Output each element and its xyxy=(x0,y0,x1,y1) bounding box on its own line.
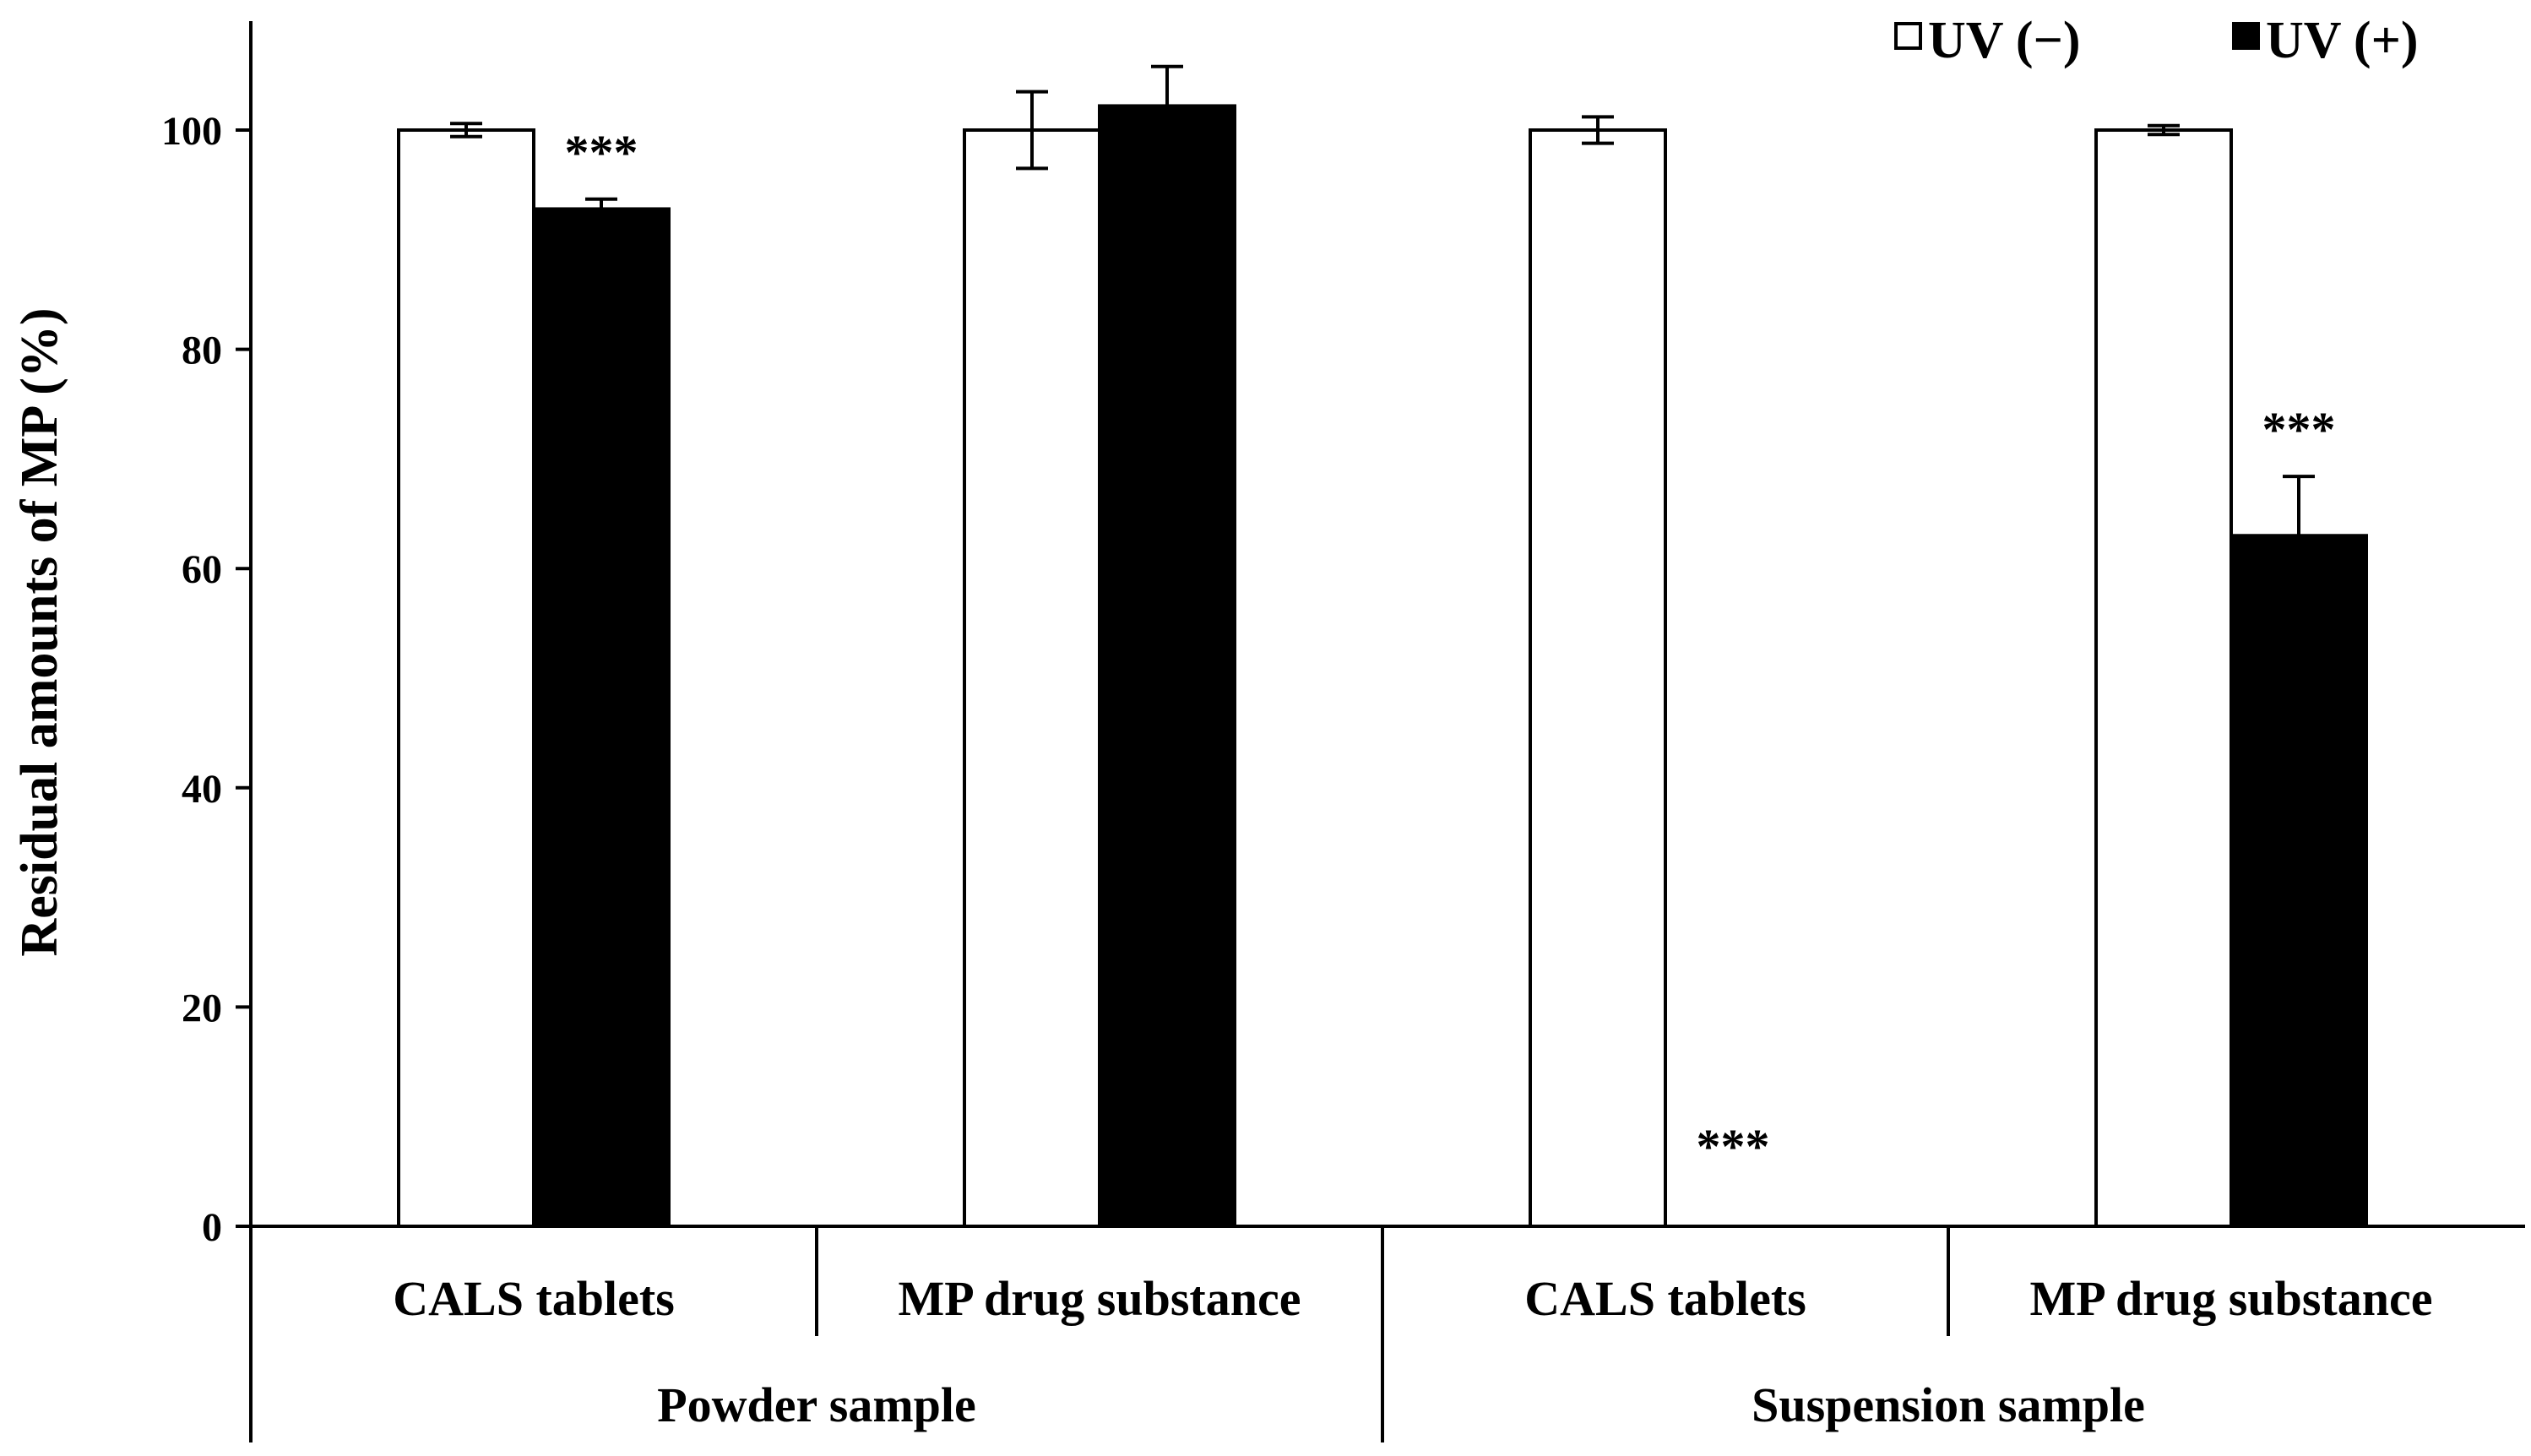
group-label: Powder sample xyxy=(657,1377,976,1432)
axes: 0 20 40 60 80 100 Residual amounts of MP (%) xyxy=(11,21,2525,1442)
bar-uv-minus xyxy=(963,128,1101,1228)
category-label: MP drug substance xyxy=(2030,1271,2433,1326)
significance-label: *** xyxy=(565,125,638,180)
bar-uv-plus xyxy=(2230,534,2368,1228)
labels: CALS tablets MP drug substance CALS tablet… xyxy=(393,125,2432,1432)
bars xyxy=(397,64,2368,1229)
y-tick-label: 80 xyxy=(182,329,222,373)
legend-label: UV (+) xyxy=(2266,12,2419,69)
legend-swatch xyxy=(1894,22,1922,50)
y-tick-label: 100 xyxy=(161,109,222,154)
category-label: CALS tablets xyxy=(393,1271,675,1326)
legend-label: UV (−) xyxy=(1928,12,2081,69)
y-tick-label: 20 xyxy=(182,986,222,1030)
y-tick-label: 40 xyxy=(182,767,222,812)
bar-uv-plus xyxy=(532,207,671,1228)
category-label: CALS tablets xyxy=(1524,1271,1806,1326)
bar-uv-minus xyxy=(2094,128,2233,1228)
group-label: Suspension sample xyxy=(1752,1377,2145,1432)
bar-uv-minus xyxy=(1529,128,1667,1228)
y-tick-label: 60 xyxy=(182,547,222,592)
bar-uv-minus xyxy=(397,128,535,1228)
significance-label: *** xyxy=(2262,402,2336,457)
significance-label: *** xyxy=(1697,1119,1770,1174)
y-axis-title: Residual amounts of MP (%) xyxy=(11,307,68,956)
category-label: MP drug substance xyxy=(899,1271,1301,1326)
legend-swatch xyxy=(2232,22,2260,50)
legend: UV (−) UV (+) xyxy=(1894,12,2419,69)
bar-uv-plus xyxy=(1098,104,1236,1229)
y-tick-label: 0 xyxy=(202,1205,222,1250)
